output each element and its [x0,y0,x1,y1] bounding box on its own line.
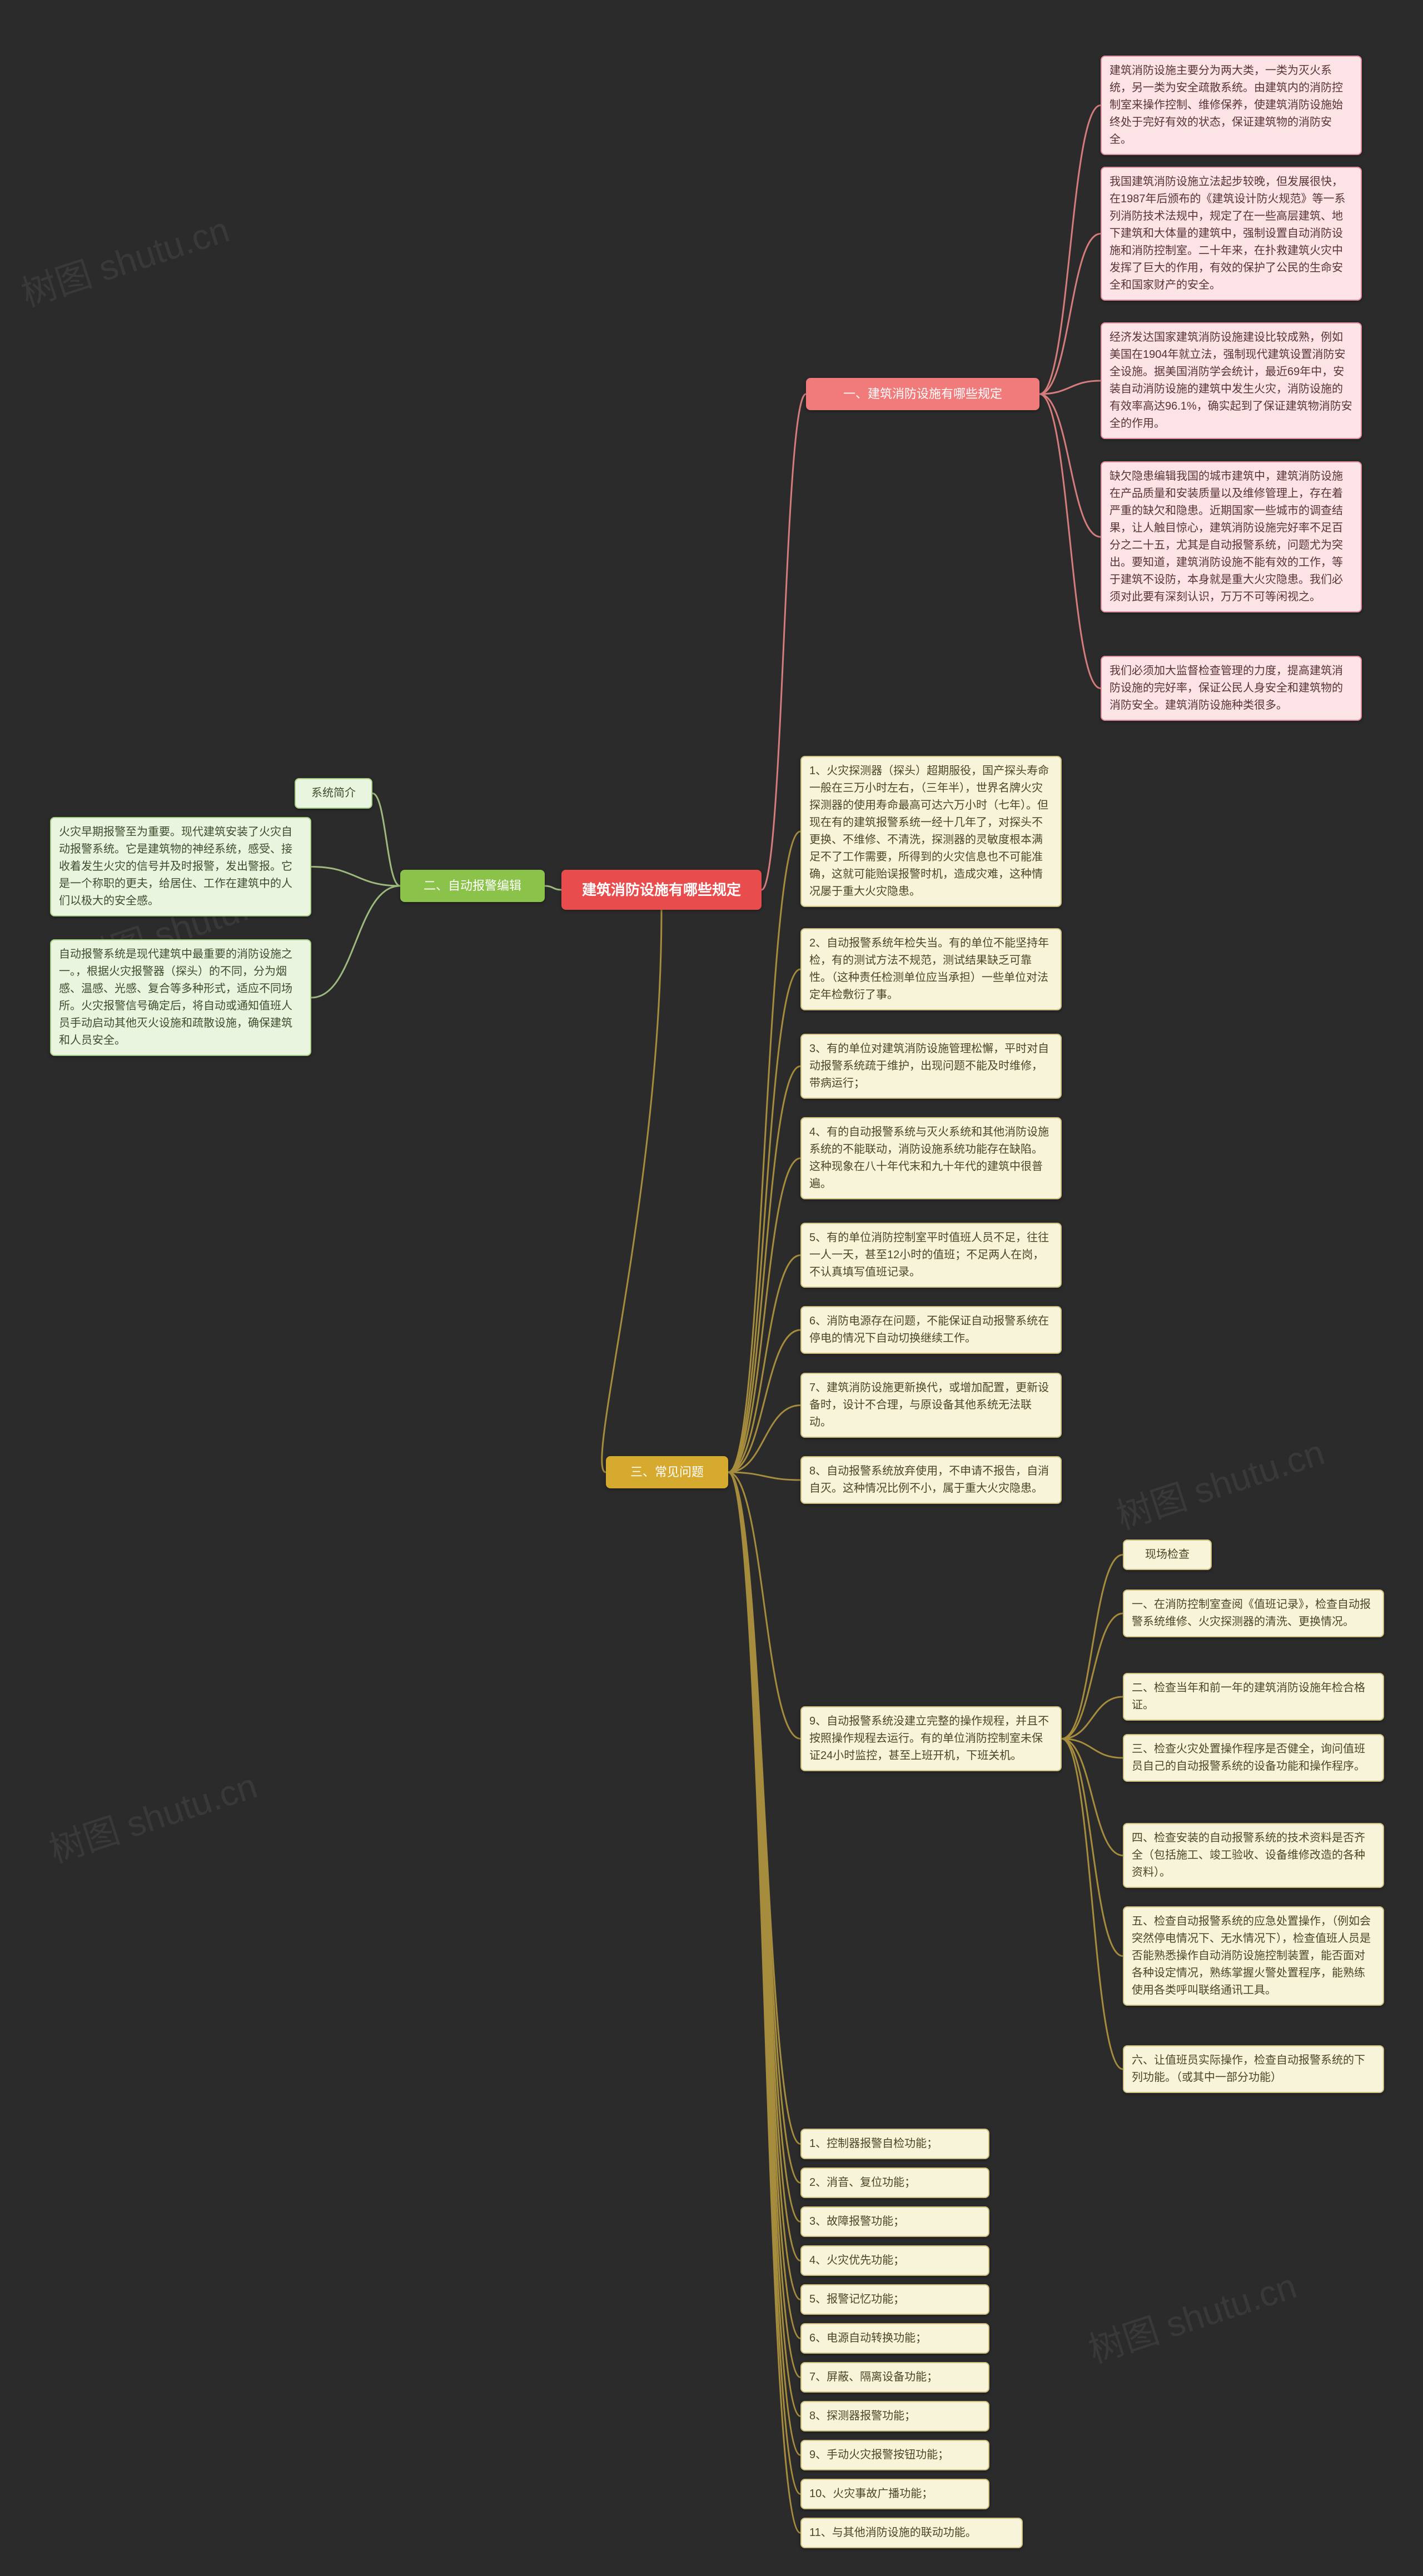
branch3-node9-header: 现场检查 [1123,1539,1212,1570]
watermark: 树图 shutu.cn [1081,2258,1302,2373]
branch3-func-5: 6、电源自动转换功能； [800,2323,989,2354]
branch2-sub: 系统简介 [295,778,372,809]
branch3-func-7: 8、探测器报警功能； [800,2401,989,2431]
branch3-node9-child-4: 五、检查自动报警系统的应急处置操作，（例如会突然停电情况下、无水情况下），检查值… [1123,1906,1384,2006]
branch3-a-7: 8、自动报警系统放弃使用，不申请不报告，自消自灭。这种情况比例不小，属于重大火灾… [800,1456,1062,1504]
branch3-node9-child-0: 一、在消防控制室查阅《值班记录》，检查自动报警系统维修、火灾探测器的清洗、更换情… [1123,1590,1384,1637]
branch-1: 一、建筑消防设施有哪些规定 [806,378,1039,410]
branch3-func-8: 9、手动火灾报警按钮功能； [800,2440,989,2470]
watermark: 树图 shutu.cn [42,1757,262,1872]
branch3-func-3: 4、火灾优先功能； [800,2245,989,2276]
branch3-node9-child-3: 四、检查安装的自动报警系统的技术资料是否齐全（包括施工、竣工验收、设备维修改造的… [1123,1823,1384,1888]
branch3-a-0: 1、火灾探测器（探头）超期服役，国产探头寿命一般在三万小时左右，（三年半），世界… [800,756,1062,907]
branch1-leaf-1: 我国建筑消防设施立法起步较晚，但发展很快，在1987年后颁布的《建筑设计防火规范… [1101,167,1362,301]
branch3-a-4: 5、有的单位消防控制室平时值班人员不足，往往一人一天，甚至12小时的值班；不足两… [800,1223,1062,1288]
branch2-leaf-1: 自动报警系统是现代建筑中最重要的消防设施之一。，根据火灾报警器（探头）的不同，分… [50,939,311,1056]
branch1-leaf-3: 缺欠隐患编辑我国的城市建筑中，建筑消防设施在产品质量和安装质量以及维修管理上，存… [1101,461,1362,612]
branch3-a-5: 6、消防电源存在问题，不能保证自动报警系统在停电的情况下自动切换继续工作。 [800,1306,1062,1354]
branch-3: 三、常见问题 [606,1456,728,1488]
branch1-leaf-4: 我们必须加大监督检查管理的力度，提高建筑消防设施的完好率，保证公民人身安全和建筑… [1101,656,1362,721]
branch3-func-10: 11、与其他消防设施的联动功能。 [800,2518,1023,2548]
branch-2: 二、自动报警编辑 [400,870,545,902]
branch3-a-3: 4、有的自动报警系统与灭火系统和其他消防设施系统的不能联动，消防设施系统功能存在… [800,1117,1062,1199]
branch3-func-2: 3、故障报警功能； [800,2206,989,2237]
branch3-func-6: 7、屏蔽、隔离设备功能； [800,2362,989,2393]
branch3-a-2: 3、有的单位对建筑消防设施管理松懈，平时对自动报警系统疏于维护，出现问题不能及时… [800,1034,1062,1099]
watermark: 树图 shutu.cn [1109,1424,1330,1539]
branch3-node9-child-5: 六、让值班员实际操作，检查自动报警系统的下列功能。（或其中一部分功能） [1123,2045,1384,2093]
branch3-func-4: 5、报警记忆功能； [800,2284,989,2315]
branch2-leaf-0: 火灾早期报警至为重要。现代建筑安装了火灾自动报警系统。它是建筑物的神经系统，感受… [50,817,311,916]
branch3-func-0: 1、控制器报警自检功能； [800,2129,989,2159]
branch3-node9: 9、自动报警系统没建立完整的操作规程，并且不按照操作规程去运行。有的单位消防控制… [800,1706,1062,1771]
branch1-leaf-2: 经济发达国家建筑消防设施建设比较成熟，例如美国在1904年就立法，强制现代建筑设… [1101,322,1362,439]
root-node: 建筑消防设施有哪些规定 [561,870,762,910]
branch3-node9-child-2: 三、检查火灾处置操作程序是否健全，询问值班员自己的自动报警系统的设备功能和操作程… [1123,1734,1384,1782]
branch1-leaf-0: 建筑消防设施主要分为两大类，一类为灭火系统，另一类为安全疏散系统。由建筑内的消防… [1101,56,1362,155]
branch3-a-1: 2、自动报警系统年检失当。有的单位不能坚持年检，有的测试方法不规范，测试结果缺乏… [800,928,1062,1010]
mindmap-canvas: 树图 shutu.cn 树图 shutu.cn 树图 shutu.cn 树图 s… [0,0,1423,2576]
branch3-node9-child-1: 二、检查当年和前一年的建筑消防设施年检合格证。 [1123,1673,1384,1721]
watermark: 树图 shutu.cn [14,201,235,316]
branch3-func-1: 2、消音、复位功能； [800,2168,989,2198]
branch3-func-9: 10、火灾事故广播功能； [800,2479,989,2509]
branch3-a-6: 7、建筑消防设施更新换代，或增加配置，更新设备时，设计不合理，与原设备其他系统无… [800,1373,1062,1438]
